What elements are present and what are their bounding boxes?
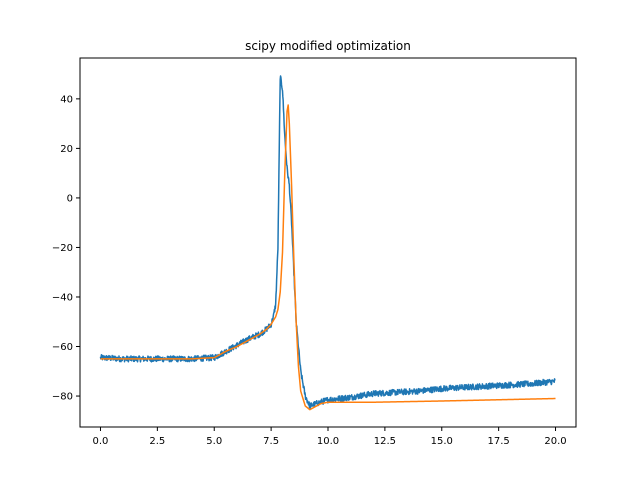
y-tick-label: −20 xyxy=(52,243,73,254)
y-tick-label: −80 xyxy=(52,392,73,403)
x-tick-label: 20.0 xyxy=(544,436,566,447)
chart-title: scipy modified optimization xyxy=(245,39,411,53)
x-axis: 0.0 2.5 5.0 7.5 10.0 12.5 15.0 17.5 20.0 xyxy=(93,427,567,447)
x-tick-label: 7.5 xyxy=(263,436,279,447)
x-tick-label: 0.0 xyxy=(93,436,109,447)
y-tick-label: 0 xyxy=(67,193,73,204)
x-tick-label: 15.0 xyxy=(431,436,453,447)
y-tick-label: 20 xyxy=(60,144,73,155)
y-tick-label: −60 xyxy=(52,342,73,353)
y-tick-label: −40 xyxy=(52,292,73,303)
y-axis: −80 −60 −40 −20 0 20 40 xyxy=(52,94,80,403)
x-tick-label: 10.0 xyxy=(317,436,339,447)
x-tick-label: 12.5 xyxy=(374,436,396,447)
x-tick-label: 17.5 xyxy=(488,436,510,447)
series-line-2 xyxy=(100,104,556,411)
x-tick-label: 2.5 xyxy=(149,436,165,447)
x-tick-label: 5.0 xyxy=(206,436,222,447)
y-tick-label: 40 xyxy=(60,94,73,105)
